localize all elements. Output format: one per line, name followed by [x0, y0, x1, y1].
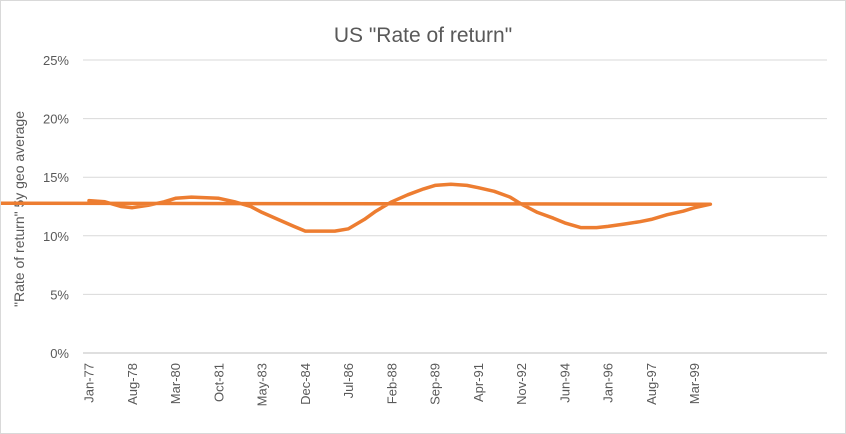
x-tick-label: Jan-96	[601, 363, 616, 403]
x-tick-label: Oct-81	[211, 363, 226, 402]
x-tick-label: May-83	[255, 363, 270, 406]
y-tick-label: 25%	[43, 53, 69, 68]
y-axis-ticks: 0% 5% 10% 15% 20% 25%	[43, 53, 69, 361]
x-tick-label: Aug-78	[125, 363, 140, 405]
gridlines	[83, 59, 827, 354]
y-tick-label: 20%	[43, 112, 69, 127]
y-tick-label: 10%	[43, 229, 69, 244]
x-tick-label: Jul-86	[341, 363, 356, 398]
y-tick-label: 0%	[50, 346, 69, 361]
x-tick-label: Mar-99	[687, 363, 702, 404]
x-tick-label: Aug-97	[644, 363, 659, 405]
series-line	[1, 182, 713, 233]
x-tick-label: Jun-94	[557, 363, 572, 403]
x-tick-label: Feb-88	[384, 363, 399, 404]
x-tick-label: Apr-91	[471, 363, 486, 402]
y-tick-label: 5%	[50, 287, 69, 302]
x-tick-label: Sep-89	[428, 363, 443, 405]
chart-title: US "Rate of return"	[334, 24, 512, 47]
y-tick-label: 15%	[43, 170, 69, 185]
x-tick-label: Dec-84	[298, 363, 313, 405]
x-axis-ticks: Jan-77 Aug-78 Mar-80 Oct-81 May-83 Dec-84 Jul-…	[82, 363, 703, 406]
x-tick-label: Mar-80	[168, 363, 183, 404]
series-lines	[1, 182, 713, 233]
y-axis-label: "Rate of return" 5y geo average	[11, 111, 27, 307]
x-tick-label: Jan-77	[82, 363, 97, 403]
x-tick-label: Nov-92	[514, 363, 529, 405]
